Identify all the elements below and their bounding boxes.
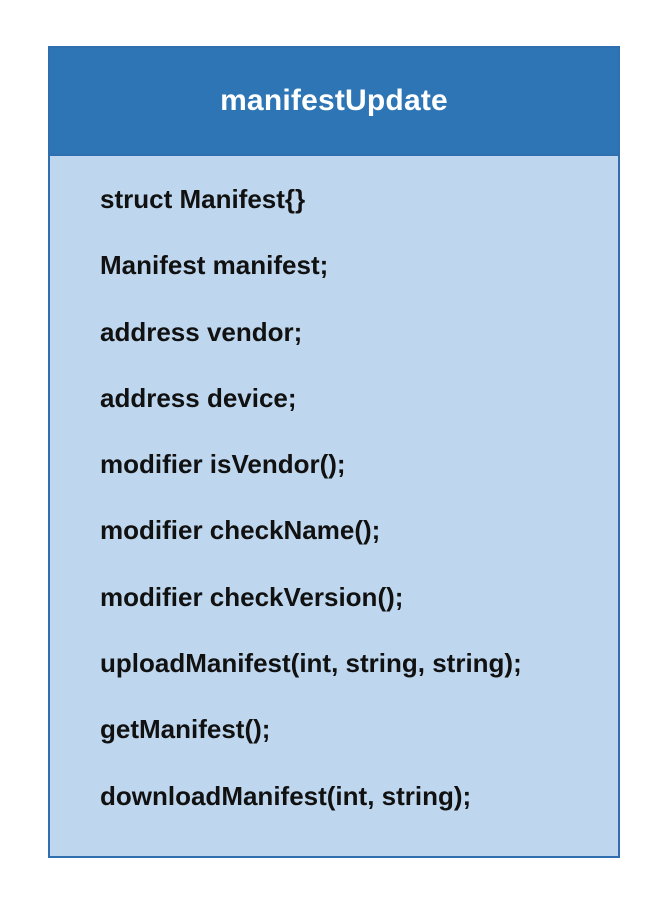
member-modifier-isvendor: modifier isVendor(); bbox=[100, 449, 346, 480]
member-address-vendor: address vendor; bbox=[100, 316, 303, 347]
member-modifier-checkversion: modifier checkVersion(); bbox=[100, 581, 404, 612]
class-title: manifestUpdate bbox=[220, 84, 448, 117]
member-upload-manifest: uploadManifest(int, string, string); bbox=[100, 648, 522, 679]
member-address-device: address device; bbox=[100, 382, 297, 413]
class-members: struct Manifest{} Manifest manifest; add… bbox=[50, 156, 618, 847]
member-download-manifest: downloadManifest(int, string); bbox=[100, 780, 472, 811]
member-manifest-variable: Manifest manifest; bbox=[100, 250, 329, 281]
member-get-manifest: getManifest(); bbox=[100, 714, 271, 745]
member-struct-manifest: struct Manifest{} bbox=[100, 184, 306, 214]
class-header: manifestUpdate bbox=[50, 48, 618, 156]
class-box-manifestupdate: manifestUpdate struct Manifest{} Manifes… bbox=[48, 46, 620, 858]
member-modifier-checkname: modifier checkName(); bbox=[100, 515, 381, 546]
